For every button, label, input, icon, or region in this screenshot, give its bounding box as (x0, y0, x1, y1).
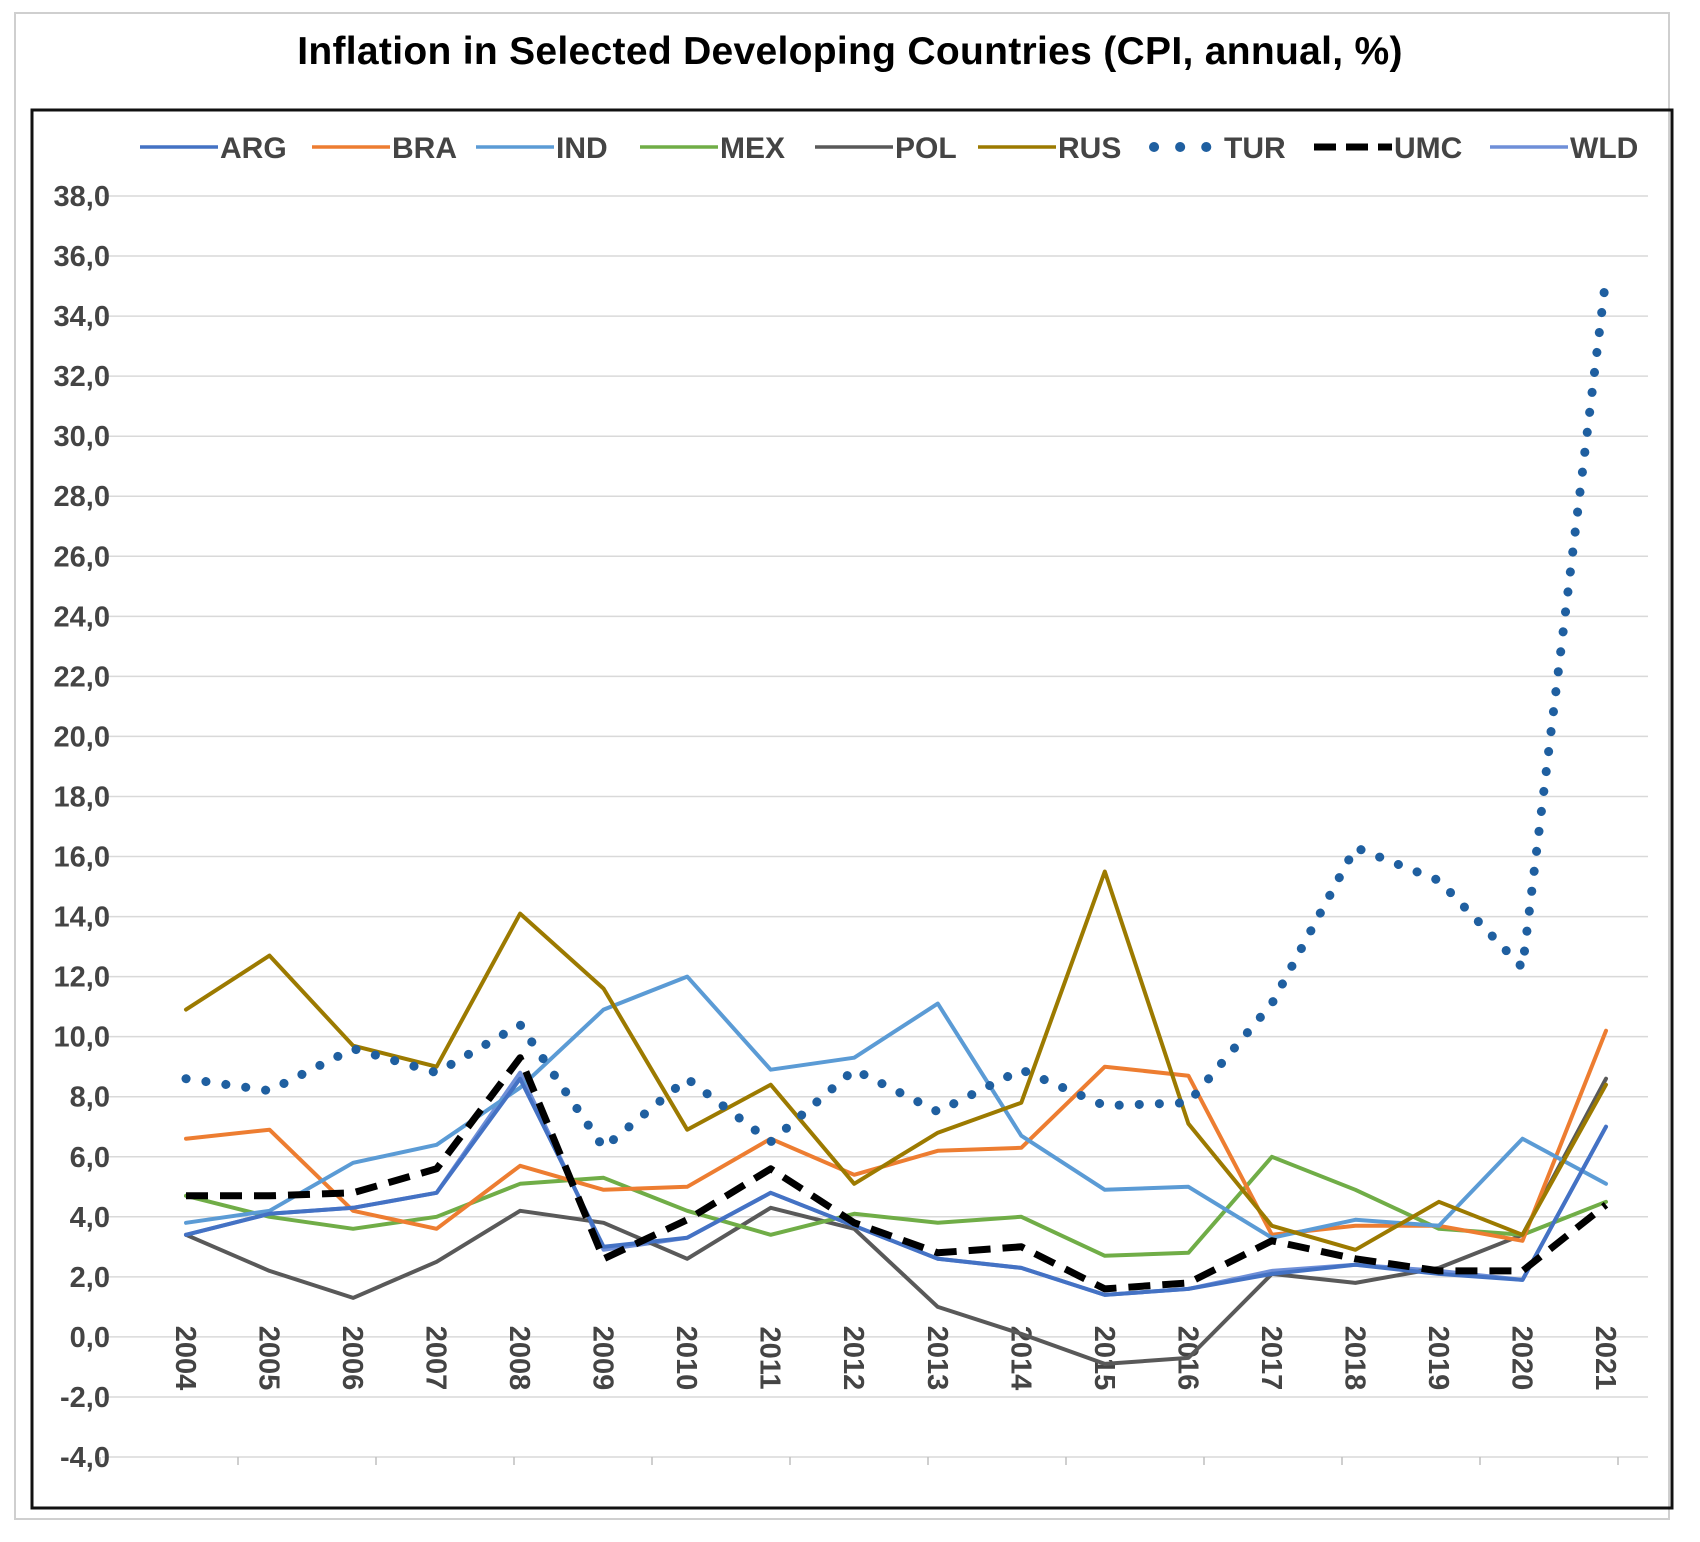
y-tick-label: 12,0 (54, 962, 110, 994)
series-line-rus (184, 869, 1608, 1252)
legend-label: RUS (1058, 132, 1121, 165)
legend-label: MEX (720, 132, 785, 165)
series-line-bra (184, 1028, 1608, 1243)
x-tick-label: 2020 (1505, 1326, 1537, 1391)
y-tick-label: 38,0 (54, 181, 110, 213)
y-tick-label: 30,0 (54, 421, 110, 453)
series-lines (181, 272, 1611, 1366)
series-line-tur (181, 272, 1611, 1153)
x-tick-label: 2012 (837, 1326, 869, 1391)
y-tick-label: 18,0 (54, 781, 110, 813)
series-line-umc (186, 1054, 1609, 1293)
y-tick-label: 28,0 (54, 481, 110, 513)
y-tick-label: 26,0 (54, 541, 110, 573)
y-tick-label: 20,0 (54, 721, 110, 753)
legend-item-wld: WLD (1490, 132, 1638, 165)
y-tick-label: 0,0 (70, 1322, 110, 1354)
legend-label: BRA (392, 132, 457, 165)
series-line-ind (184, 974, 1608, 1240)
legend-item-tur: TUR (1149, 132, 1286, 165)
legend: ARG BRA IND MEX POL RUS TUR UMC WLD (140, 132, 1638, 165)
y-tick-label: 24,0 (54, 601, 110, 633)
y-tick-label: 10,0 (54, 1022, 110, 1054)
x-tick-label: 2017 (1255, 1326, 1287, 1391)
legend-label: WLD (1570, 132, 1638, 165)
y-tick-label: 22,0 (54, 661, 110, 693)
legend-item-pol: POL (815, 132, 957, 165)
y-tick-label: -4,0 (60, 1442, 110, 1474)
x-tick-label: 2011 (754, 1327, 786, 1390)
x-tick-label: 2019 (1422, 1326, 1454, 1391)
y-tick-label: 36,0 (54, 241, 110, 273)
series-line-arg (184, 1076, 1608, 1297)
series-line-mex (184, 1154, 1608, 1258)
x-tick-label: 2018 (1338, 1326, 1370, 1391)
axis-ticks: 38,0 36,0 34,0 32,0 30,0 28,0 26,0 24,0 22,0 20,0… (54, 181, 1621, 1474)
y-tick-label: 8,0 (70, 1082, 110, 1114)
legend-label: TUR (1224, 132, 1286, 165)
legend-item-rus: RUS (978, 132, 1121, 165)
outer-frame (14, 12, 1670, 1520)
y-tick-label: 4,0 (70, 1202, 110, 1234)
x-tick-label: 2008 (503, 1326, 535, 1391)
y-tick-label: 2,0 (70, 1262, 110, 1294)
y-tick-label: 6,0 (70, 1142, 110, 1174)
x-tick-label: 2021 (1589, 1326, 1621, 1391)
y-tick-label: 34,0 (54, 301, 110, 333)
x-tick-label: 2006 (336, 1326, 368, 1391)
series-line-pol (184, 1076, 1608, 1366)
x-tick-label: 2007 (420, 1326, 452, 1391)
y-tick-label: -2,0 (60, 1382, 110, 1414)
legend-label: ARG (220, 132, 287, 165)
y-tick-label: 16,0 (54, 842, 110, 874)
x-tick-label: 2013 (921, 1326, 953, 1391)
x-tick-label: 2005 (253, 1326, 285, 1391)
legend-item-mex: MEX (640, 132, 785, 165)
legend-item-bra: BRA (312, 132, 457, 165)
legend-item-umc: UMC (1314, 132, 1462, 165)
legend-item-ind: IND (476, 132, 608, 165)
x-tick-label: 2009 (587, 1326, 619, 1391)
chart-title: Inflation in Selected Developing Countri… (297, 30, 1403, 73)
y-tick-label: 14,0 (54, 902, 110, 934)
y-tick-label: 32,0 (54, 361, 110, 393)
legend-label: POL (895, 132, 957, 165)
legend-label: IND (556, 132, 608, 165)
gridlines (99, 195, 1648, 1465)
x-tick-label: 2010 (670, 1326, 702, 1391)
plot-frame (30, 108, 1674, 1510)
legend-label: UMC (1394, 132, 1462, 165)
x-tick-label: 2004 (169, 1326, 201, 1391)
legend-item-arg: ARG (140, 132, 287, 165)
